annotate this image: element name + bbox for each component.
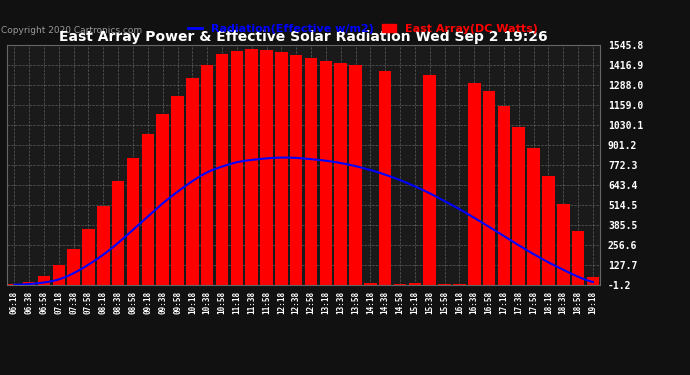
Bar [586,277,599,285]
Bar [52,265,65,285]
Bar [68,249,80,285]
Bar [186,78,199,285]
Bar [319,62,332,285]
Bar [497,106,510,285]
Bar [424,75,436,285]
Bar [97,206,110,285]
Bar [260,50,273,285]
Bar [141,134,154,285]
Legend: Radiation(Effective w/m2), East Array(DC Watts): Radiation(Effective w/m2), East Array(DC… [184,20,542,38]
Bar [38,276,50,285]
Bar [305,58,317,285]
Bar [127,158,139,285]
Bar [572,231,584,285]
Bar [364,283,377,285]
Bar [453,284,466,285]
Bar [157,114,169,285]
Title: East Array Power & Effective Solar Radiation Wed Sep 2 19:26: East Array Power & Effective Solar Radia… [59,30,548,44]
Bar [112,181,124,285]
Bar [201,64,213,285]
Bar [8,284,21,285]
Text: Copyright 2020 Cartronics.com: Copyright 2020 Cartronics.com [1,26,142,35]
Bar [527,148,540,285]
Bar [557,204,569,285]
Bar [216,54,228,285]
Bar [246,49,258,285]
Bar [394,284,406,285]
Bar [513,127,525,285]
Bar [230,51,243,285]
Bar [23,282,35,285]
Bar [468,83,480,285]
Bar [483,91,495,285]
Bar [379,71,391,285]
Bar [438,284,451,285]
Bar [408,283,421,285]
Bar [290,55,302,285]
Bar [349,64,362,285]
Bar [275,52,288,285]
Bar [171,96,184,285]
Bar [335,63,347,285]
Bar [82,229,95,285]
Bar [542,176,555,285]
